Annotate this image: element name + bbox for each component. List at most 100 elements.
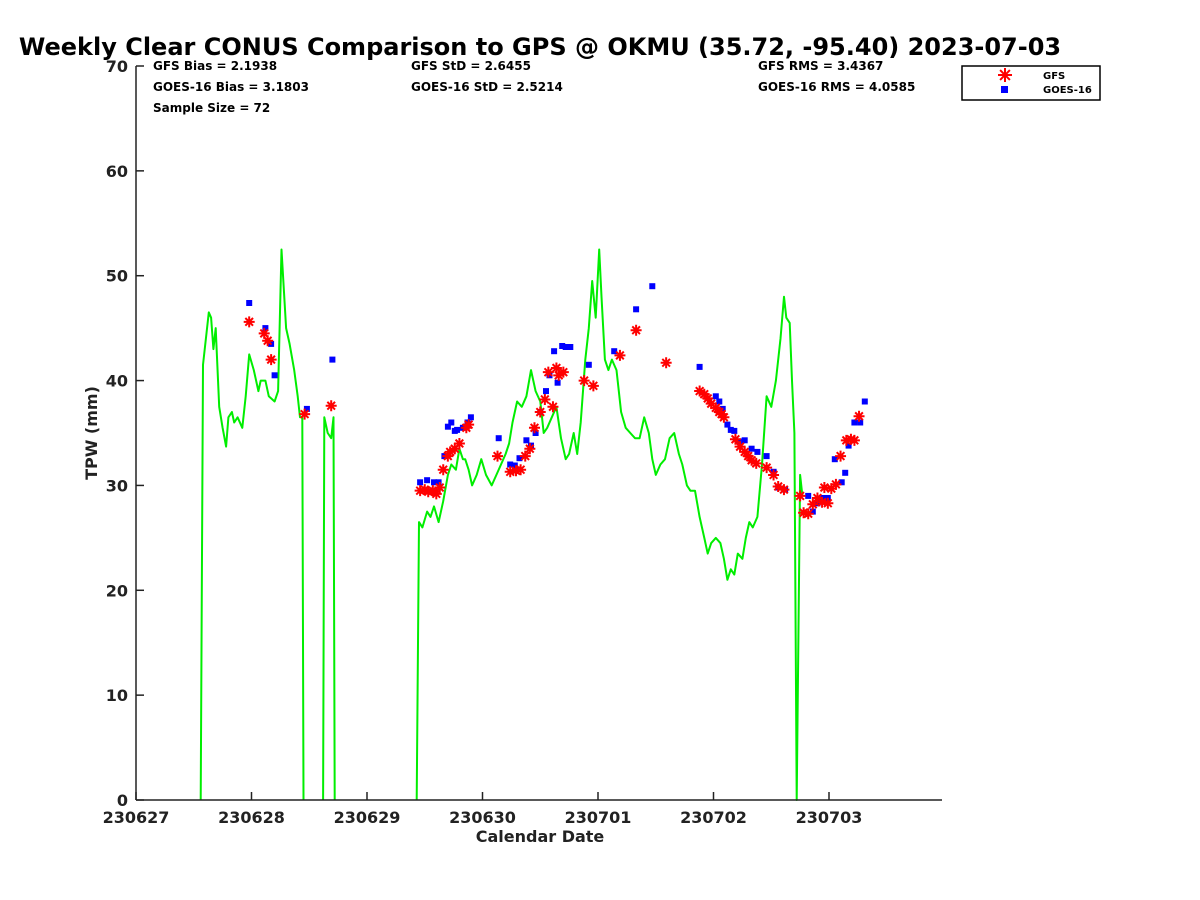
gfs-point bbox=[547, 401, 559, 413]
goes16-point bbox=[585, 361, 592, 368]
gfs-point bbox=[694, 385, 706, 397]
gfs-point bbox=[542, 366, 554, 378]
goes16-point bbox=[754, 448, 761, 455]
gfs-point bbox=[437, 464, 449, 476]
x-tick-label: 230627 bbox=[103, 808, 170, 827]
goes16-point bbox=[731, 427, 738, 434]
y-tick-label: 70 bbox=[106, 57, 128, 76]
gfs-point bbox=[325, 400, 337, 412]
gfs-point bbox=[818, 482, 830, 494]
legend: GFS GOES-16 bbox=[961, 65, 1101, 101]
legend-goes-square-icon bbox=[1001, 86, 1008, 93]
x-tick-label: 230629 bbox=[334, 808, 401, 827]
gfs-point bbox=[848, 434, 860, 446]
gfs-point bbox=[442, 450, 454, 462]
goes16-point bbox=[454, 426, 461, 433]
gfs-point bbox=[553, 369, 565, 381]
goes16-point bbox=[543, 388, 549, 395]
goes16-point bbox=[516, 455, 523, 462]
gfs-point bbox=[807, 498, 819, 510]
gfs-point bbox=[243, 316, 255, 328]
gfs-point bbox=[449, 443, 461, 455]
goes16-point bbox=[507, 461, 514, 468]
legend-box bbox=[961, 65, 1101, 101]
gfs-rms-text: GFS RMS = 3.4367 bbox=[758, 59, 883, 73]
gfs-point bbox=[853, 410, 865, 422]
goes16-point bbox=[523, 437, 530, 444]
legend-gfs-star-mark bbox=[998, 68, 1012, 82]
legend-goes-label: GOES-16 bbox=[1043, 85, 1092, 96]
gfs-point bbox=[705, 398, 717, 410]
gfs-point bbox=[557, 366, 569, 378]
goes16-point bbox=[511, 462, 518, 469]
x-tick-label: 230703 bbox=[796, 808, 863, 827]
gfs-point bbox=[825, 483, 837, 495]
goes16-point bbox=[467, 414, 474, 421]
gfs-point bbox=[702, 392, 714, 404]
goes16-point bbox=[857, 419, 864, 426]
x-tick-label: 230630 bbox=[449, 808, 516, 827]
gfs-point bbox=[492, 450, 504, 462]
x-tick-label: 230701 bbox=[565, 808, 632, 827]
gfs-point bbox=[798, 507, 810, 519]
goes16-point bbox=[724, 421, 731, 428]
goes16-point bbox=[303, 405, 310, 412]
goes16-point bbox=[712, 393, 719, 400]
goes16-point bbox=[551, 348, 558, 355]
goes16-point bbox=[820, 495, 827, 501]
gfs-point bbox=[630, 324, 642, 336]
goes16-point bbox=[763, 453, 770, 460]
goes16-point bbox=[448, 419, 455, 426]
goes16-point bbox=[649, 283, 656, 290]
gfs-point bbox=[746, 454, 758, 466]
y-tick-label: 0 bbox=[117, 791, 128, 810]
gfs-point bbox=[463, 419, 475, 431]
goes16-point bbox=[727, 426, 734, 433]
gfs-point bbox=[504, 466, 516, 478]
gfs-point bbox=[414, 485, 426, 497]
y-tick-label: 60 bbox=[106, 162, 128, 181]
gfs-point bbox=[761, 462, 773, 474]
goes16-point bbox=[271, 372, 278, 379]
goes16-point bbox=[562, 344, 569, 350]
goes16-point bbox=[748, 445, 755, 452]
gfs-point bbox=[778, 484, 790, 496]
goes16-point bbox=[861, 398, 868, 405]
gfs-point bbox=[534, 406, 546, 418]
goes16-point bbox=[246, 300, 253, 306]
gfs-point bbox=[840, 434, 852, 446]
legend-gfs-star-icon bbox=[998, 68, 1012, 82]
gfs-point bbox=[822, 497, 834, 509]
gfs-point bbox=[835, 450, 847, 462]
gps-line-segment bbox=[199, 248, 305, 801]
y-tick-label: 40 bbox=[106, 372, 128, 391]
goes-bias-text: GOES-16 Bias = 3.1803 bbox=[153, 80, 309, 94]
legend-gfs-label: GFS bbox=[1043, 71, 1065, 82]
gfs-point bbox=[830, 478, 842, 490]
gps-line-segment bbox=[322, 416, 336, 801]
gfs-point bbox=[519, 450, 531, 462]
chart-title: Weekly Clear CONUS Comparison to GPS @ O… bbox=[19, 33, 1061, 61]
goes16-point bbox=[633, 306, 640, 313]
gfs-point bbox=[524, 443, 536, 455]
y-axis-label: TPW (mm) bbox=[82, 386, 101, 480]
goes16-point bbox=[424, 477, 431, 484]
gfs-point bbox=[510, 465, 522, 477]
x-tick-label: 230628 bbox=[218, 808, 285, 827]
gfs-point bbox=[718, 411, 730, 423]
goes16-point bbox=[329, 356, 336, 363]
y-tick-label: 30 bbox=[106, 476, 128, 495]
y-tick-label: 20 bbox=[106, 581, 128, 600]
gps-line-segment bbox=[415, 248, 804, 801]
gfs-point bbox=[768, 469, 780, 481]
gfs-point bbox=[265, 354, 277, 366]
goes16-point bbox=[716, 398, 723, 405]
goes16-point bbox=[741, 437, 748, 444]
goes16-point bbox=[435, 479, 442, 486]
goes-rms-text: GOES-16 RMS = 4.0585 bbox=[758, 80, 915, 94]
goes16-point bbox=[528, 442, 534, 449]
gfs-point bbox=[550, 362, 562, 374]
gfs-point bbox=[587, 380, 599, 392]
gfs-point bbox=[811, 492, 823, 504]
gfs-point bbox=[845, 433, 857, 445]
